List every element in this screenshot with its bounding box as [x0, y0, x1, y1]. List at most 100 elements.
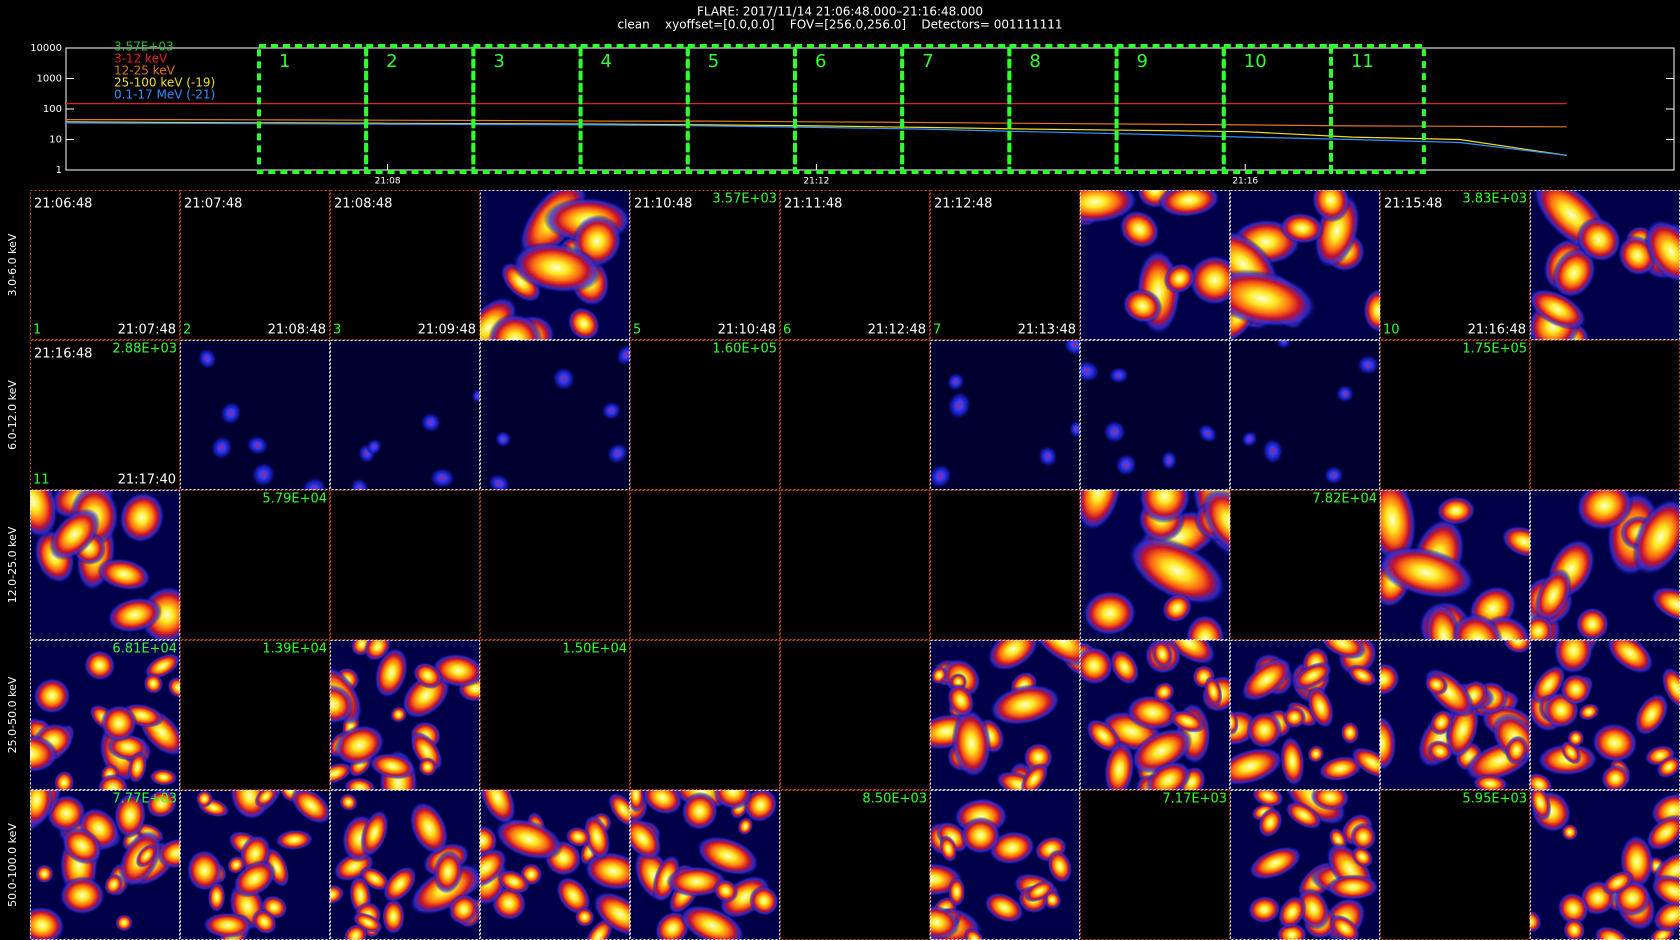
- panel-image: [930, 790, 1080, 940]
- source-blob: [556, 876, 591, 916]
- source-blob: [963, 928, 985, 940]
- panel-max-value: 1.60E+05: [712, 342, 777, 357]
- panel-frame: [30, 640, 180, 790]
- source-blob: [574, 907, 595, 928]
- interval-box: [1114, 44, 1226, 174]
- source-blob: [1145, 761, 1192, 790]
- panel-frame: [1230, 190, 1380, 340]
- source-blob: [210, 435, 234, 461]
- source-blob: [1534, 568, 1572, 623]
- source-blob: [737, 817, 754, 836]
- source-blob: [494, 430, 512, 448]
- panel-frame: [330, 640, 480, 790]
- source-blob: [565, 826, 591, 848]
- source-blob: [1606, 640, 1654, 675]
- source-blob: [368, 752, 416, 780]
- plot-frame: [65, 47, 1675, 171]
- source-blob: [30, 790, 54, 827]
- panel-index: 2: [183, 323, 191, 338]
- panel-frame: [930, 190, 1080, 340]
- source-blob: [1323, 465, 1345, 485]
- source-blob: [1168, 710, 1206, 733]
- source-blob: [984, 892, 1025, 923]
- interval-label: 8: [1029, 51, 1040, 72]
- source-blob: [713, 879, 739, 903]
- panel-image: [1080, 640, 1230, 790]
- panel: [1530, 790, 1680, 940]
- panel-start-time: 21:10:48: [634, 197, 692, 212]
- image-background: [1230, 340, 1380, 490]
- panel-image: [630, 790, 780, 940]
- panel-frame: [180, 490, 330, 640]
- source-blob: [696, 835, 760, 876]
- source-blob: [567, 306, 601, 340]
- panel-start-time: 21:15:48: [1384, 197, 1442, 212]
- source-blob: [496, 869, 531, 894]
- source-blob: [418, 757, 438, 777]
- source-blob: [1557, 892, 1590, 926]
- source-blob: [1340, 721, 1360, 745]
- panel-start-time: 21:06:48: [34, 197, 92, 212]
- source-blob: [1311, 190, 1351, 223]
- source-blob: [1652, 899, 1680, 933]
- source-blob: [1347, 664, 1378, 687]
- panel-end-time: 21:09:48: [418, 323, 476, 338]
- panel-max-value: 1.50E+04: [562, 642, 627, 657]
- panel-frame: [930, 640, 1080, 790]
- y-tick-label: 1: [56, 165, 62, 176]
- legend-entry: 25-100 keV (-19): [114, 76, 215, 90]
- panel: [480, 340, 630, 490]
- source-blob: [366, 438, 383, 456]
- source-blob: [1578, 703, 1600, 721]
- x-tick-label: 21:16: [1232, 177, 1258, 187]
- panel: [780, 340, 930, 490]
- panel-end-time: 21:08:48: [268, 323, 326, 338]
- panel: 8.50E+03: [780, 790, 930, 940]
- source-blob: [49, 508, 101, 561]
- source-blob: [1037, 445, 1058, 468]
- source-blob: [344, 777, 377, 790]
- panel-image: [480, 340, 630, 490]
- panel-start-time: 21:16:48: [34, 347, 92, 362]
- source-blob: [1427, 740, 1453, 763]
- source-blob: [1472, 774, 1509, 790]
- source-blob: [429, 467, 456, 489]
- source-blob: [1197, 423, 1218, 444]
- panel-max-value: 8.50E+03: [862, 792, 927, 807]
- series-line: [66, 119, 1567, 128]
- interval-box: [1007, 44, 1119, 174]
- source-blob: [1247, 895, 1281, 924]
- source-blob: [1080, 359, 1101, 383]
- panel: 7.77E+03: [30, 790, 180, 940]
- panel: [330, 640, 480, 790]
- source-blob: [480, 296, 518, 340]
- source-blob: [1319, 640, 1367, 660]
- source-blob: [1024, 880, 1055, 903]
- source-blob: [127, 751, 148, 784]
- panel-frame: [930, 490, 1080, 640]
- source-blob: [1157, 190, 1221, 218]
- panel-image: [930, 640, 1080, 790]
- row-label: 6.0-12.0 keV: [6, 380, 19, 450]
- source-blob: [30, 734, 59, 773]
- panel: [480, 790, 630, 940]
- source-blob: [1119, 210, 1160, 249]
- series-line: [65, 122, 1567, 156]
- panel: [930, 490, 1080, 640]
- source-blob: [1356, 354, 1380, 376]
- source-blob: [1575, 490, 1634, 531]
- panel: [1380, 490, 1530, 640]
- source-blob: [251, 461, 276, 488]
- source-blob: [1082, 590, 1137, 636]
- interval-box: [792, 44, 905, 174]
- panel: [1530, 490, 1680, 640]
- panel-image: [1080, 190, 1230, 340]
- panel-image: [1080, 340, 1230, 490]
- panel-index: 3: [333, 323, 341, 338]
- panel-end-time: 21:07:48: [118, 323, 176, 338]
- panel: 7.17E+03: [1080, 790, 1230, 940]
- source-blob: [1329, 914, 1361, 940]
- panel-index: 1: [33, 323, 41, 338]
- source-blob: [749, 885, 779, 916]
- source-blob: [207, 881, 226, 913]
